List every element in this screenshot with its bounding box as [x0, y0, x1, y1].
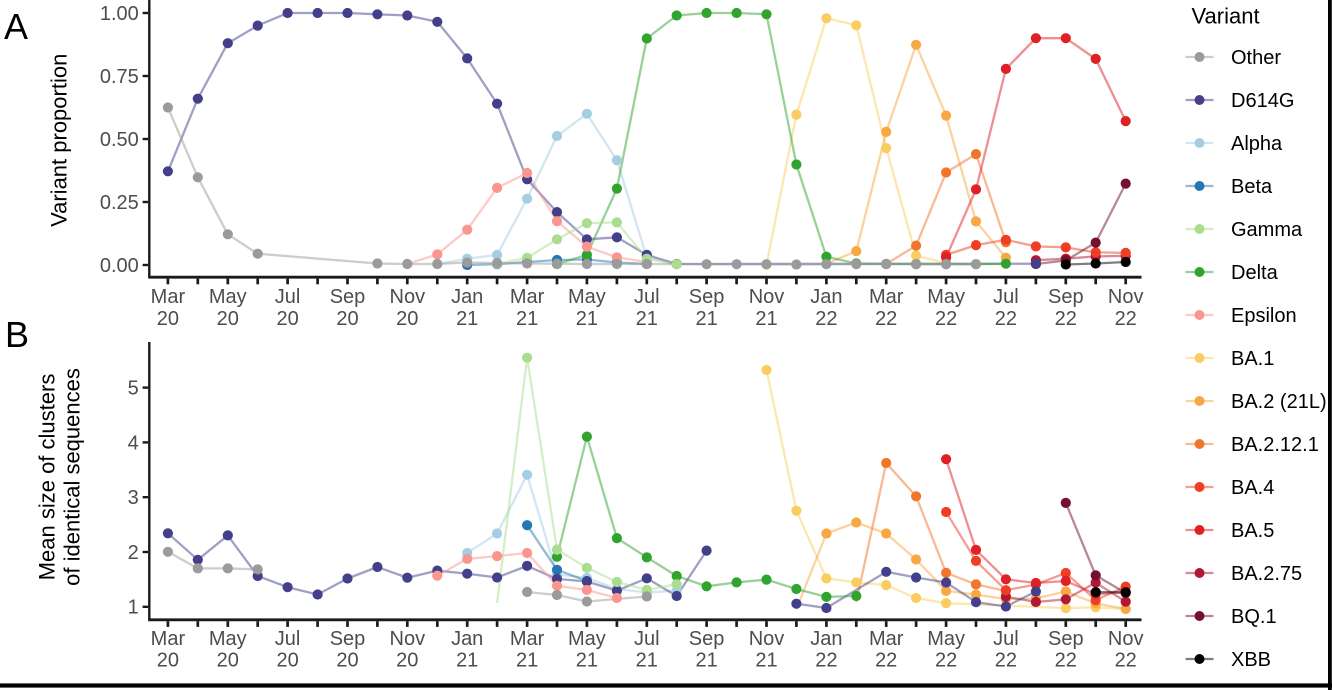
svg-text:20: 20: [396, 308, 418, 330]
svg-text:Variant proportion: Variant proportion: [47, 54, 72, 227]
svg-text:Beta: Beta: [1231, 176, 1273, 198]
svg-text:21: 21: [755, 308, 777, 330]
svg-text:Jul: Jul: [275, 628, 301, 650]
svg-text:21: 21: [755, 650, 777, 672]
svg-text:Mar: Mar: [869, 628, 904, 650]
svg-text:20: 20: [217, 308, 239, 330]
svg-text:Nov: Nov: [390, 286, 426, 308]
svg-text:Mar: Mar: [510, 628, 545, 650]
svg-text:22: 22: [1055, 308, 1077, 330]
svg-text:21: 21: [516, 308, 538, 330]
svg-text:A: A: [4, 6, 28, 47]
svg-text:May: May: [568, 628, 606, 650]
svg-text:21: 21: [576, 650, 598, 672]
svg-text:0.00: 0.00: [100, 255, 139, 277]
svg-text:20: 20: [276, 650, 298, 672]
svg-text:Alpha: Alpha: [1231, 133, 1283, 155]
svg-text:22: 22: [1115, 308, 1137, 330]
svg-text:21: 21: [516, 650, 538, 672]
svg-text:4: 4: [128, 432, 139, 454]
svg-text:0.75: 0.75: [100, 66, 139, 88]
svg-text:BA.5: BA.5: [1231, 520, 1274, 542]
svg-text:0.50: 0.50: [100, 129, 139, 151]
svg-text:22: 22: [1055, 650, 1077, 672]
svg-text:Jul: Jul: [993, 628, 1019, 650]
svg-text:Epsilon: Epsilon: [1231, 305, 1297, 327]
svg-text:20: 20: [157, 650, 179, 672]
svg-text:22: 22: [995, 308, 1017, 330]
svg-text:20: 20: [396, 650, 418, 672]
svg-text:20: 20: [276, 308, 298, 330]
svg-text:Jan: Jan: [810, 628, 842, 650]
svg-text:Nov: Nov: [749, 628, 785, 650]
svg-text:BQ.1: BQ.1: [1231, 606, 1277, 628]
svg-text:21: 21: [695, 308, 717, 330]
svg-text:3: 3: [128, 487, 139, 509]
svg-text:21: 21: [456, 308, 478, 330]
svg-text:2: 2: [128, 542, 139, 564]
svg-text:Nov: Nov: [749, 286, 785, 308]
svg-text:Nov: Nov: [390, 628, 426, 650]
svg-text:Sep: Sep: [689, 286, 725, 308]
svg-text:Delta: Delta: [1231, 262, 1279, 284]
svg-text:Sep: Sep: [330, 286, 366, 308]
svg-text:Mar: Mar: [151, 628, 186, 650]
svg-text:BA.2.12.1: BA.2.12.1: [1231, 434, 1319, 456]
svg-text:22: 22: [875, 308, 897, 330]
svg-text:XBB: XBB: [1231, 649, 1271, 671]
svg-text:Other: Other: [1231, 47, 1281, 69]
svg-text:Variant: Variant: [1192, 4, 1260, 29]
svg-text:May: May: [209, 286, 247, 308]
svg-text:May: May: [209, 628, 247, 650]
svg-text:BA.2.75: BA.2.75: [1231, 563, 1302, 585]
svg-text:20: 20: [157, 308, 179, 330]
svg-text:21: 21: [576, 308, 598, 330]
svg-text:1.00: 1.00: [100, 3, 139, 25]
svg-text:22: 22: [815, 650, 837, 672]
svg-text:Mean size of clusters: Mean size of clusters: [35, 374, 60, 581]
svg-text:21: 21: [695, 650, 717, 672]
svg-text:21: 21: [456, 650, 478, 672]
svg-text:May: May: [927, 286, 965, 308]
svg-text:21: 21: [636, 308, 658, 330]
svg-text:20: 20: [336, 650, 358, 672]
svg-text:Sep: Sep: [1048, 628, 1084, 650]
svg-text:5: 5: [128, 378, 139, 400]
svg-text:Sep: Sep: [330, 628, 366, 650]
svg-text:Gamma: Gamma: [1231, 219, 1303, 241]
svg-text:22: 22: [995, 650, 1017, 672]
svg-text:BA.4: BA.4: [1231, 477, 1274, 499]
svg-text:BA.2 (21L): BA.2 (21L): [1231, 391, 1327, 413]
svg-text:D614G: D614G: [1231, 90, 1294, 112]
svg-text:22: 22: [935, 308, 957, 330]
svg-text:Sep: Sep: [1048, 286, 1084, 308]
svg-text:Jan: Jan: [810, 286, 842, 308]
svg-text:Mar: Mar: [869, 286, 904, 308]
svg-text:May: May: [568, 286, 606, 308]
svg-text:of identical sequences: of identical sequences: [60, 368, 85, 586]
svg-text:22: 22: [1115, 650, 1137, 672]
svg-text:21: 21: [636, 650, 658, 672]
svg-text:Jul: Jul: [634, 628, 660, 650]
svg-text:22: 22: [815, 308, 837, 330]
svg-text:Mar: Mar: [151, 286, 186, 308]
svg-text:1: 1: [128, 597, 139, 619]
svg-text:Nov: Nov: [1108, 628, 1144, 650]
svg-text:May: May: [927, 628, 965, 650]
svg-text:Jul: Jul: [634, 286, 660, 308]
svg-text:Nov: Nov: [1108, 286, 1144, 308]
svg-text:Mar: Mar: [510, 286, 545, 308]
svg-text:Jul: Jul: [993, 286, 1019, 308]
svg-text:22: 22: [875, 650, 897, 672]
svg-text:BA.1: BA.1: [1231, 348, 1274, 370]
svg-text:22: 22: [935, 650, 957, 672]
svg-text:Sep: Sep: [689, 628, 725, 650]
svg-text:Jan: Jan: [451, 286, 483, 308]
svg-text:20: 20: [217, 650, 239, 672]
svg-text:B: B: [5, 314, 29, 355]
svg-text:0.25: 0.25: [100, 192, 139, 214]
svg-text:20: 20: [336, 308, 358, 330]
svg-text:Jan: Jan: [451, 628, 483, 650]
svg-text:Jul: Jul: [275, 286, 301, 308]
